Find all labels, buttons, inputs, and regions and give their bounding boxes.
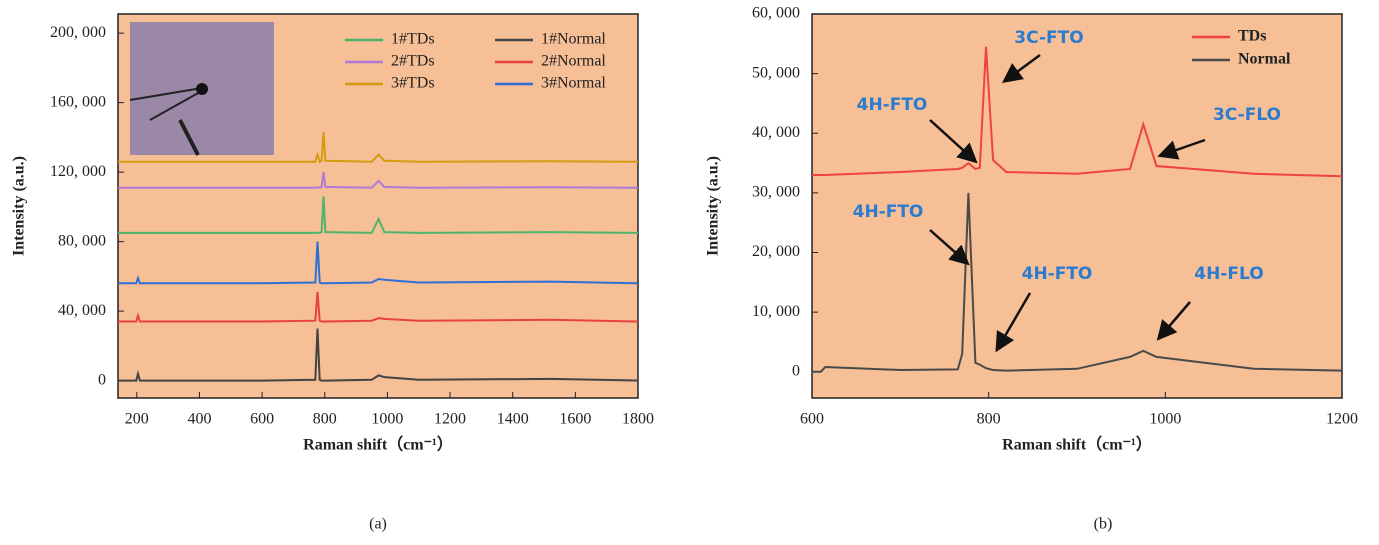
x-tick-label: 1600 [559, 411, 591, 428]
x-tick-label: 1400 [497, 411, 529, 428]
y-tick-label: 0 [98, 371, 106, 388]
annotation: 4H-FTO [857, 95, 928, 115]
x-tick-label: 800 [977, 411, 1001, 428]
y-tick-label: 50, 000 [752, 64, 800, 81]
annotation: 4H-FTO [1022, 264, 1093, 284]
figure: 200 400 600 800 1000 1200 1400 1600 1800 0 40, 000… [0, 0, 1379, 545]
legend-label: 3#TDs [391, 75, 435, 92]
x-tick-label: 400 [187, 411, 211, 428]
legend-label: TDs [1238, 28, 1266, 45]
y-tick-label: 80, 000 [58, 232, 106, 249]
y-tick-label: 40, 000 [752, 124, 800, 141]
x-tick-label: 1200 [1326, 411, 1358, 428]
caption: (b) [1094, 516, 1113, 533]
y-tick-label: 20, 000 [752, 243, 800, 260]
y-tick-label: 200, 000 [50, 24, 106, 41]
x-tick-label: 1800 [622, 411, 654, 428]
y-axis-label: Intensity (a.u.) [11, 156, 28, 256]
legend-label: Normal [1238, 51, 1291, 68]
y-tick-label: 120, 000 [50, 163, 106, 180]
x-axis-label: Raman shift（cm⁻¹） [1002, 436, 1152, 454]
x-tick-label: 200 [125, 411, 149, 428]
annotation: 3C-FLO [1213, 105, 1281, 125]
x-axis-label: Raman shift（cm⁻¹） [303, 436, 453, 454]
y-tick-label: 160, 000 [50, 93, 106, 110]
y-axis-label: Intensity (a.u.) [705, 156, 722, 256]
legend-label: 1#Normal [541, 31, 606, 48]
y-tick-label: 40, 000 [58, 302, 106, 319]
x-tick-label: 600 [250, 411, 274, 428]
y-tick-label: 10, 000 [752, 303, 800, 320]
x-tick-label: 1000 [371, 411, 403, 428]
y-tick-label: 60, 000 [752, 5, 800, 22]
inset-dot [196, 83, 208, 95]
x-tick-label: 1000 [1149, 411, 1181, 428]
caption: (a) [369, 516, 387, 533]
annotation: 4H-FTO [853, 202, 924, 222]
x-tick-label: 800 [313, 411, 337, 428]
legend-label: 2#Normal [541, 53, 606, 70]
annotation: 4H-FLO [1194, 264, 1263, 284]
legend-label: 3#Normal [541, 75, 606, 92]
legend-label: 2#TDs [391, 53, 435, 70]
annotation: 3C-FTO [1014, 28, 1083, 48]
x-tick-label: 600 [800, 411, 824, 428]
x-tick-label: 1200 [434, 411, 466, 428]
y-tick-label: 0 [792, 362, 800, 379]
y-tick-label: 30, 000 [752, 184, 800, 201]
legend-label: 1#TDs [391, 31, 435, 48]
